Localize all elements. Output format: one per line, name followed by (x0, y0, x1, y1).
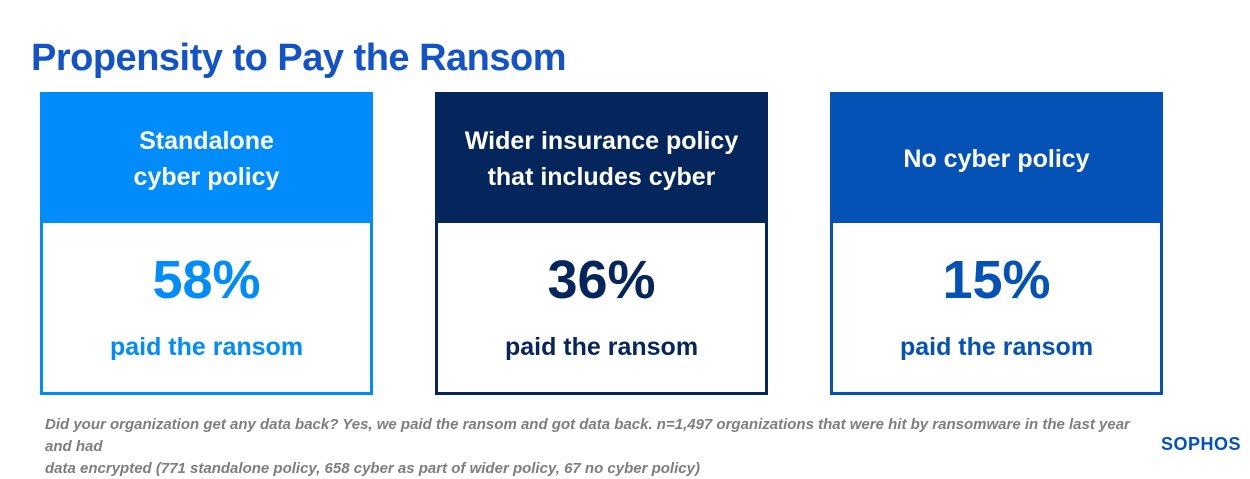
stat-card-standalone-cyber-policy: Standalone cyber policy 58% paid the ran… (40, 92, 373, 395)
footnote: Did your organization get any data back?… (45, 414, 1140, 479)
sophos-logo: SOPHOS (1161, 434, 1241, 455)
card-label-line: Standalone (139, 123, 274, 159)
card-label-line: No cyber policy (903, 141, 1089, 177)
card-label-line: that includes cyber (488, 159, 716, 195)
stat-card-no-cyber-policy: No cyber policy 15% paid the ransom (830, 92, 1163, 395)
card-header-standalone-cyber-policy: Standalone cyber policy (43, 95, 370, 223)
card-header-no-cyber-policy: No cyber policy (833, 95, 1160, 223)
stat-caption: paid the ransom (505, 333, 698, 362)
stat-value-standalone: 58% (152, 253, 260, 307)
card-body: 36% paid the ransom (438, 223, 765, 392)
footnote-line-1: Did your organization get any data back?… (45, 414, 1140, 458)
stat-caption: paid the ransom (110, 333, 303, 362)
stat-card-wider-insurance-policy: Wider insurance policy that includes cyb… (435, 92, 768, 395)
stat-cards-row: Standalone cyber policy 58% paid the ran… (40, 92, 1163, 395)
card-header-wider-insurance-policy: Wider insurance policy that includes cyb… (438, 95, 765, 223)
card-label-line: cyber policy (134, 159, 280, 195)
page-title: Propensity to Pay the Ransom (31, 37, 566, 80)
card-body: 15% paid the ransom (833, 223, 1160, 392)
stat-value-no-cyber: 15% (942, 253, 1050, 307)
card-body: 58% paid the ransom (43, 223, 370, 392)
card-label-line: Wider insurance policy (465, 123, 738, 159)
stat-caption: paid the ransom (900, 333, 1093, 362)
stat-value-wider-insurance: 36% (547, 253, 655, 307)
